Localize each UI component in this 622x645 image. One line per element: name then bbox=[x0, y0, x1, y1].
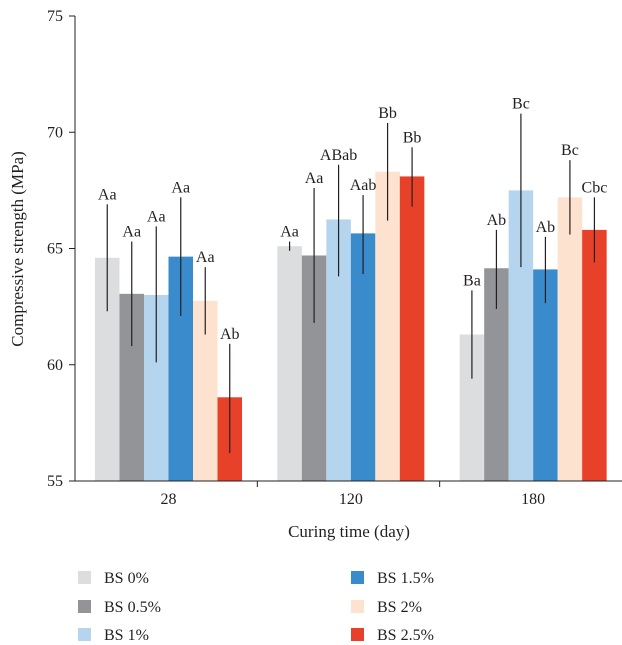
significance-label: Aa bbox=[147, 208, 166, 225]
significance-label: Aa bbox=[98, 186, 117, 203]
legend-swatch bbox=[351, 628, 364, 641]
legend-label: BS 0% bbox=[104, 570, 149, 587]
legend-swatch bbox=[351, 571, 364, 584]
legend-item: BS 2.5% bbox=[351, 627, 434, 644]
significance-label: Cbc bbox=[582, 179, 608, 196]
significance-label: Bb bbox=[378, 105, 397, 122]
bar bbox=[350, 233, 376, 481]
significance-label: Aa bbox=[196, 249, 215, 266]
bars-layer bbox=[95, 171, 607, 482]
bar bbox=[277, 246, 302, 481]
significance-label: Ab bbox=[536, 219, 556, 236]
significance-label: Aa bbox=[171, 179, 190, 196]
significance-label: Ba bbox=[463, 272, 481, 289]
significance-label: Ab bbox=[220, 326, 240, 343]
legend-label: BS 1.5% bbox=[377, 570, 434, 587]
bar bbox=[399, 176, 425, 482]
x-tick-label: 28 bbox=[161, 491, 177, 508]
significance-label: Aab bbox=[350, 177, 377, 194]
significance-label: Bb bbox=[403, 129, 422, 146]
significance-label: Bc bbox=[561, 142, 579, 159]
bar bbox=[557, 197, 583, 481]
legend-item: BS 1.5% bbox=[351, 570, 434, 587]
legend-item: BS 2% bbox=[351, 599, 422, 616]
y-tick-label: 65 bbox=[47, 241, 63, 258]
significance-labels-layer: Aa Aa Ba Aa Aa Ab Aa ABab Bc Aa Aab Ab Aa Bb Bc Ab Bb Cbc bbox=[98, 96, 607, 343]
x-tick-label: 120 bbox=[339, 491, 363, 508]
legend-label: BS 2.5% bbox=[377, 627, 434, 644]
y-axis-title: Compressive strength (MPa) bbox=[8, 151, 27, 346]
error-bars-layer bbox=[106, 113, 596, 454]
y-tick-label: 60 bbox=[47, 357, 63, 374]
significance-label: Bc bbox=[512, 96, 530, 113]
significance-label: Aa bbox=[280, 224, 299, 241]
legend-label: BS 0.5% bbox=[104, 599, 161, 616]
axes-layer: 55 60 65 70 75 28 120 180 bbox=[47, 8, 622, 508]
bar bbox=[582, 229, 607, 481]
significance-label: Aa bbox=[305, 170, 324, 187]
legend-swatch bbox=[78, 600, 91, 613]
legend-item: BS 0.5% bbox=[78, 599, 161, 616]
significance-label: Ab bbox=[487, 212, 507, 229]
significance-label: Aa bbox=[122, 224, 141, 241]
x-tick-label: 180 bbox=[521, 491, 545, 508]
y-tick-label: 70 bbox=[47, 124, 63, 141]
legend-item: BS 1% bbox=[78, 627, 149, 644]
legend-label: BS 2% bbox=[377, 599, 422, 616]
x-axis-title: Curing time (day) bbox=[288, 522, 410, 541]
legend-item: BS 0% bbox=[78, 570, 149, 587]
bar bbox=[533, 269, 558, 481]
bar bbox=[375, 171, 400, 481]
legend-swatch bbox=[78, 628, 91, 641]
y-tick-label: 75 bbox=[47, 8, 63, 25]
legend-swatch bbox=[351, 600, 364, 613]
legend-swatch bbox=[78, 571, 91, 584]
legend-label: BS 1% bbox=[104, 627, 149, 644]
significance-label: ABab bbox=[320, 147, 357, 164]
y-tick-label: 55 bbox=[47, 473, 63, 490]
legend: BS 0% BS 0.5% BS 1% BS 1.5% BS 2% BS 2.5% bbox=[78, 570, 434, 644]
